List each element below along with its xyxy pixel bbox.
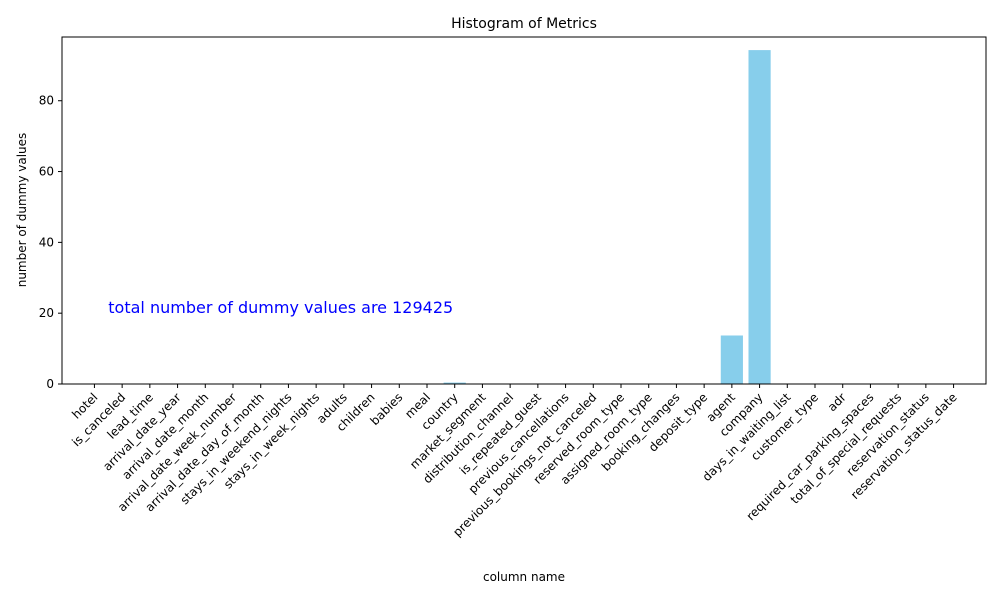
bar-agent	[720, 335, 743, 384]
y-tick-label-40: 40	[39, 235, 54, 249]
y-tick-label-0: 0	[46, 377, 54, 391]
bar-country	[443, 382, 466, 384]
x-axis-label: column name	[483, 570, 565, 584]
y-tick-label-80: 80	[39, 94, 54, 108]
y-axis-label: number of dummy values	[15, 133, 29, 288]
plot-frame	[61, 36, 987, 385]
bar-company	[748, 50, 771, 385]
y-tick-label-20: 20	[39, 306, 54, 320]
y-tick-label-60: 60	[39, 165, 54, 179]
plot-area: 020406080hotelis_canceledlead_timearriva…	[39, 36, 987, 539]
chart-title: Histogram of Metrics	[451, 16, 597, 32]
total-dummy-annotation: total number of dummy values are 129425	[108, 298, 453, 317]
